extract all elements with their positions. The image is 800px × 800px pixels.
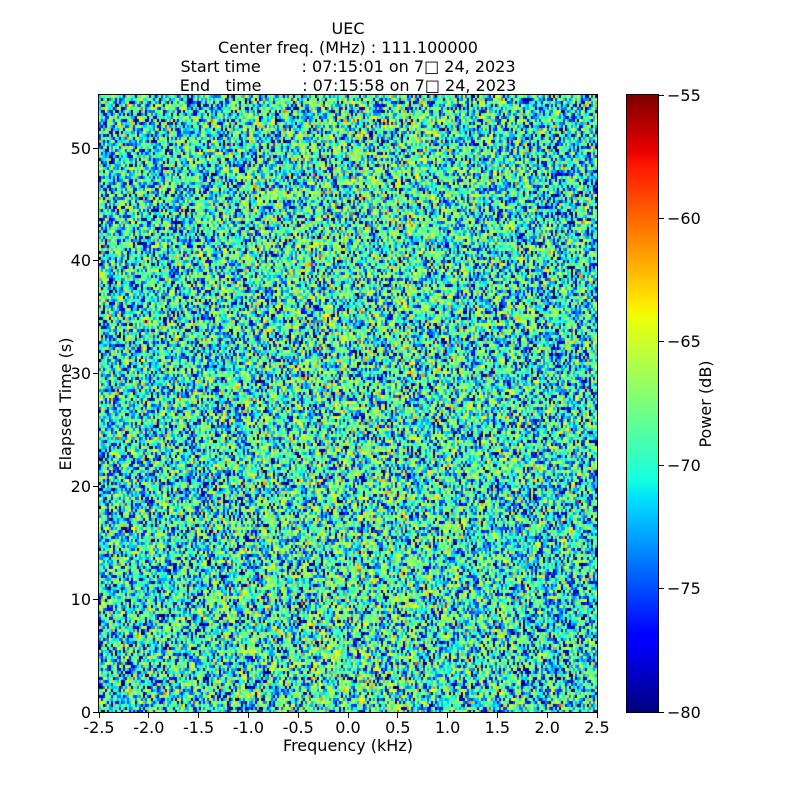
- y-tick-mark: [93, 711, 98, 713]
- y-tick-label: 20: [70, 476, 91, 496]
- x-tick-mark: [198, 713, 200, 718]
- y-tick-mark: [93, 485, 98, 487]
- x-tick-mark: [546, 713, 548, 718]
- colorbar-tick-mark: [659, 341, 664, 343]
- y-tick-label: 0: [80, 702, 91, 722]
- y-tick-mark: [93, 598, 98, 600]
- x-tick-mark: [98, 713, 100, 718]
- end-time-line: End time : 07:15:58 on 7□ 24, 2023: [179, 76, 517, 95]
- y-tick-mark: [93, 373, 98, 375]
- x-tick-mark: [347, 713, 349, 718]
- colorbar-tick-mark: [659, 464, 664, 466]
- x-tick-label: -2.0: [133, 718, 165, 737]
- colorbar-tick-label: −55: [667, 85, 701, 105]
- y-tick-label: 10: [70, 589, 91, 609]
- colorbar-tick-mark: [659, 588, 664, 590]
- x-tick-label: 2.5: [584, 718, 610, 737]
- x-tick-mark: [148, 713, 150, 718]
- colorbar-tick-label: −70: [667, 455, 701, 475]
- x-tick-label: -1.0: [232, 718, 264, 737]
- x-tick-label: 2.0: [534, 718, 560, 737]
- colorbar-tick-label: −80: [667, 702, 701, 722]
- x-tick-mark: [447, 713, 449, 718]
- colorbar-tick-mark: [659, 711, 664, 713]
- colorbar-tick-mark: [659, 94, 664, 96]
- x-tick-label: -2.5: [83, 718, 115, 737]
- x-tick-label: -0.5: [282, 718, 314, 737]
- x-tick-label: 0.5: [385, 718, 411, 737]
- y-tick-label: 30: [70, 364, 91, 384]
- y-tick-mark: [93, 147, 98, 149]
- colorbar-tick-label: −60: [667, 208, 701, 228]
- x-tick-label: 0.0: [335, 718, 361, 737]
- x-tick-label: 1.0: [434, 718, 461, 737]
- start-time-line: Start time : 07:15:01 on 7□ 24, 2023: [180, 57, 516, 76]
- center-freq-line: Center freq. (MHz) : 111.100000: [218, 38, 478, 57]
- x-axis-title: Frequency (kHz): [283, 736, 413, 755]
- x-tick-label: 1.5: [484, 718, 511, 737]
- colorbar-tick-label: −75: [667, 579, 701, 599]
- chart-title: UEC: [331, 19, 365, 38]
- y-axis-title: Elapsed Time (s): [56, 337, 75, 471]
- x-tick-mark: [397, 713, 399, 718]
- colorbar-tick-mark: [659, 217, 664, 219]
- y-tick-mark: [93, 260, 98, 262]
- x-tick-mark: [596, 713, 598, 718]
- x-tick-mark: [297, 713, 299, 718]
- y-tick-label: 50: [70, 138, 91, 158]
- x-tick-label: -1.5: [182, 718, 215, 737]
- colorbar-tick-label: −65: [667, 332, 701, 352]
- chart-title-block: UEC Center freq. (MHz) : 111.100000 Star…: [99, 19, 597, 95]
- x-tick-mark: [247, 713, 249, 718]
- colorbar-title: Power (dB): [696, 360, 715, 448]
- colorbar-canvas: [626, 94, 659, 713]
- spectrogram-canvas: [98, 94, 598, 713]
- x-tick-mark: [496, 713, 498, 718]
- y-tick-label: 40: [70, 251, 91, 271]
